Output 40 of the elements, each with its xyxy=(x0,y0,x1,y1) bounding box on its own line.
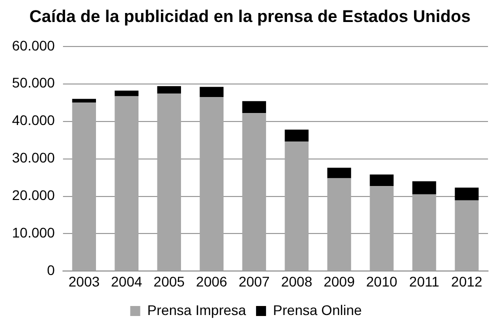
bar xyxy=(454,188,479,200)
x-tick-label: 2003 xyxy=(68,273,100,290)
y-tick-label: 40.000 xyxy=(12,112,56,128)
chart-title: Caída de la publicidad en la prensa de Estados Unidos xyxy=(28,6,472,28)
bar xyxy=(72,98,96,103)
x-tick-label: 2009 xyxy=(324,273,355,290)
x-tick-label: 2008 xyxy=(281,273,312,290)
bar xyxy=(200,86,224,97)
bar xyxy=(284,130,309,142)
x-tick-label: 2004 xyxy=(111,273,142,290)
bar xyxy=(327,178,352,271)
bar xyxy=(242,101,266,114)
y-tick-label: 20.000 xyxy=(12,187,56,204)
bar xyxy=(370,174,394,186)
y-tick-label: 50.000 xyxy=(12,74,56,91)
bar xyxy=(114,96,139,271)
bar xyxy=(284,142,309,271)
x-tick-label: 2006 xyxy=(196,273,228,290)
legend-label: Prensa Online xyxy=(273,302,362,318)
y-tick-label: 0 xyxy=(47,262,56,278)
bar xyxy=(327,168,352,178)
bar xyxy=(412,181,436,194)
x-tick-label: 2005 xyxy=(154,273,185,290)
y-tick-label: 30.000 xyxy=(12,150,56,166)
x-tick-label: 2007 xyxy=(238,273,270,290)
bar xyxy=(157,86,182,94)
bar xyxy=(200,96,224,271)
bar xyxy=(454,200,479,271)
bar xyxy=(72,102,96,271)
bar xyxy=(412,194,436,271)
bar xyxy=(114,90,139,96)
y-tick-label: 60.000 xyxy=(12,37,56,54)
x-tick-label: 2010 xyxy=(366,273,398,290)
bar xyxy=(157,94,182,271)
bar xyxy=(370,186,394,271)
bar xyxy=(242,113,266,271)
legend-label: Prensa Impresa xyxy=(147,302,246,318)
x-tick-label: 2011 xyxy=(409,273,440,290)
y-tick-label: 10.000 xyxy=(12,224,56,241)
x-tick-label: 2012 xyxy=(451,273,483,290)
